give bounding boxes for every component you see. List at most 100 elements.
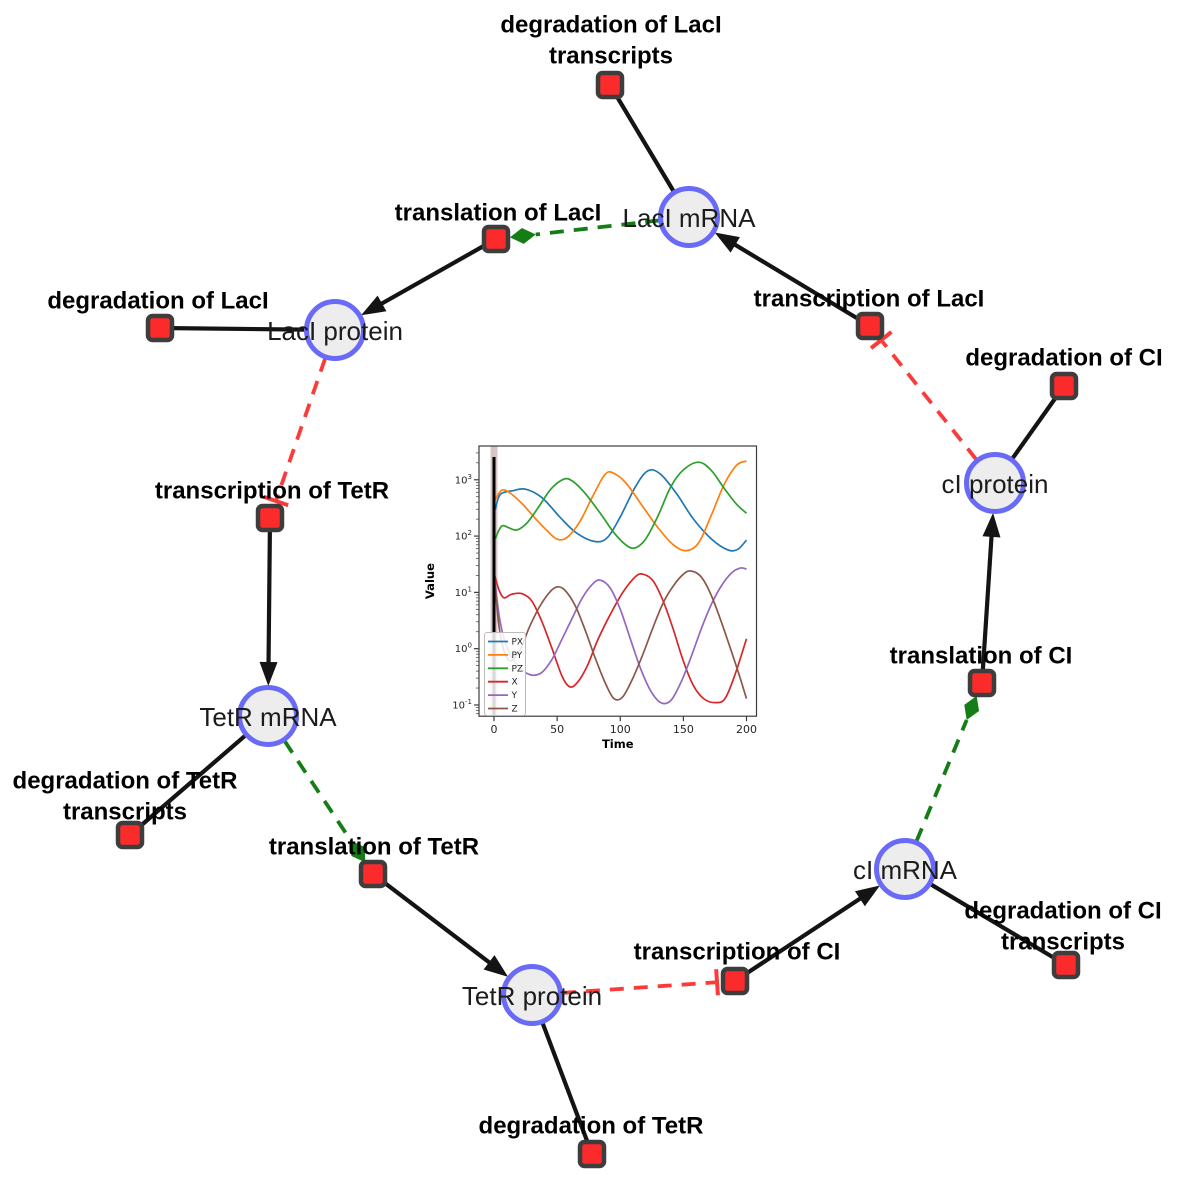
edge-cI_protein-to-transcription_lacI	[880, 340, 978, 461]
edge-transcription_cI-to-cI_mRNA	[733, 891, 870, 983]
reaction-node-deg_lacI_transcripts[interactable]	[595, 70, 625, 100]
reaction-label-deg_cI_transcripts-line1: transcripts	[1001, 929, 1125, 956]
reaction-label-translation_cI-line0: translation of CI	[890, 643, 1073, 670]
edge-translation_tetR-to-tetR_protein-arrowhead	[483, 955, 509, 977]
edge-translation_lacI-to-lacI_protein	[372, 237, 498, 311]
edge-tetR_mRNA-to-translation_tetR-diamond	[350, 840, 366, 863]
legend-label-X: X	[512, 678, 518, 688]
edge-cI_mRNA-to-deg_cI_transcripts	[929, 882, 1068, 967]
edge-transcription_tetR-to-tetR_mRNA	[266, 517, 273, 673]
edge-tetR_mRNA-to-translation_tetR	[283, 739, 353, 842]
species-label-cI_protein: cI protein	[942, 469, 1049, 499]
reaction-label-deg_cI-line0: degradation of CI	[965, 345, 1162, 372]
reaction-label-transcription_tetR-line0: transcription of TetR	[155, 478, 389, 505]
species-label-tetR_protein: TetR protein	[462, 981, 602, 1011]
series-line-PY	[494, 460, 747, 552]
edge-transcription_cI-to-cI_mRNA-arrowhead	[854, 885, 880, 907]
y-tick-label: 101	[455, 585, 472, 599]
species-node-cI_mRNA[interactable]	[874, 838, 936, 900]
reaction-label-transcription_lacI-line0: transcription of LacI	[754, 286, 985, 313]
edge-lacI_mRNA-to-translation_lacI-diamond	[509, 227, 536, 244]
legend-label-PX: PX	[512, 638, 524, 648]
species-node-lacI_mRNA[interactable]	[658, 186, 720, 248]
edge-tetR_mRNA-to-deg_tetR_transcripts	[128, 734, 247, 837]
edge-tetR_protein-to-transcription_cI-tbar	[714, 969, 720, 996]
reaction-label-deg_tetR_transcripts-line1: transcripts	[63, 799, 187, 826]
chart-frame	[478, 445, 758, 717]
species-label-lacI_protein: LacI protein	[267, 316, 403, 346]
y-tick-label: 102	[455, 529, 472, 543]
legend-label-Z: Z	[512, 705, 518, 715]
reaction-label-deg_tetR-line0: degradation of TetR	[479, 1113, 704, 1140]
series-line-PX	[494, 468, 748, 552]
x-ticks: 0 50 100 150 200	[491, 716, 757, 736]
reaction-label-deg_lacI_transcripts-line1: transcripts	[549, 43, 673, 70]
species-node-lacI_protein[interactable]	[304, 299, 366, 361]
reaction-node-translation_cI[interactable]	[967, 668, 997, 698]
legend-label-Y: Y	[511, 691, 518, 701]
x-tick-label: 200	[736, 723, 757, 736]
edge-translation_tetR-to-tetR_protein	[371, 872, 499, 971]
reaction-node-translation_lacI[interactable]	[481, 224, 511, 254]
species-node-tetR_mRNA[interactable]	[237, 685, 299, 747]
species-label-tetR_mRNA: TetR mRNA	[199, 702, 337, 732]
reaction-label-deg_tetR_transcripts-line0: degradation of TetR	[13, 768, 238, 795]
species-node-cI_protein[interactable]	[964, 452, 1026, 514]
y-tick-label: 103	[455, 473, 472, 487]
y-tick-label: 10-1	[452, 698, 472, 712]
reaction-label-transcription_cI-line0: transcription of CI	[634, 939, 841, 966]
series-line-PZ	[494, 461, 748, 550]
edge-transcription_lacI-to-lacI_mRNA-arrowhead	[714, 232, 740, 253]
reaction-node-deg_cI[interactable]	[1049, 371, 1079, 401]
edge-cI_mRNA-to-translation_cI-diamond	[964, 695, 980, 720]
edge-lacI_protein-to-transcription_tetR-tbar	[262, 494, 289, 508]
nodes-layer	[115, 70, 1081, 1169]
species-label-cI_mRNA: cI mRNA	[853, 855, 958, 885]
edge-tetR_protein-to-transcription_cI	[561, 980, 716, 995]
edge-cI_protein-to-transcription_lacI-tbar	[869, 330, 893, 350]
reaction-node-transcription_tetR[interactable]	[255, 503, 285, 533]
y-axis-title: Value	[423, 563, 437, 599]
labels-layer: LacI mRNA LacI protein cI protein TetR mRNA…	[13, 12, 1163, 1140]
x-axis-title: Time	[602, 737, 634, 751]
reaction-node-transcription_cI[interactable]	[720, 966, 750, 996]
species-label-lacI_mRNA: LacI mRNA	[623, 203, 757, 233]
chart-legend: PX PY PZ XYZ	[484, 632, 526, 716]
edge-transcription_lacI-to-lacI_mRNA	[725, 237, 872, 328]
reaction-label-deg_lacI_transcripts-line0: degradation of LacI	[500, 12, 721, 39]
series-line-X	[493, 572, 748, 704]
edges-layer	[128, 83, 1068, 1155]
reaction-node-translation_tetR[interactable]	[358, 859, 388, 889]
y-ticks: 10-1 100 101 102 103	[452, 452, 479, 715]
reaction-node-transcription_lacI[interactable]	[855, 311, 885, 341]
edge-translation_cI-to-cI_protein-arrowhead	[982, 512, 1001, 538]
edge-tetR_protein-to-deg_tetR	[540, 1022, 594, 1155]
x-tick-label: 100	[610, 723, 631, 736]
reaction-node-deg_lacI[interactable]	[145, 313, 175, 343]
species-node-tetR_protein[interactable]	[501, 964, 563, 1026]
edge-lacI_protein-to-deg_lacI	[159, 325, 306, 332]
x-tick-label: 50	[550, 723, 564, 736]
reaction-node-deg_cI_transcripts[interactable]	[1051, 950, 1081, 980]
edge-translation_lacI-to-lacI_protein-arrowhead	[361, 295, 387, 316]
legend-label-PZ: PZ	[512, 664, 524, 674]
edge-lacI_protein-to-transcription_tetR	[274, 357, 327, 500]
edge-lacI_mRNA-to-translation_lacI	[535, 218, 660, 237]
reaction-label-deg_cI_transcripts-line0: degradation of CI	[964, 898, 1161, 925]
edge-lacI_mRNA-to-deg_lacI_transcripts	[608, 83, 676, 193]
series-line-Y	[493, 567, 747, 705]
edge-transcription_tetR-to-tetR_mRNA-arrowhead	[259, 661, 278, 687]
edge-cI_mRNA-to-translation_cI	[914, 719, 969, 843]
y-tick-label: 100	[455, 642, 472, 656]
reaction-label-deg_lacI-line0: degradation of LacI	[47, 288, 268, 315]
reaction-label-translation_lacI-line0: translation of LacI	[395, 200, 602, 227]
x-tick-label: 150	[673, 723, 694, 736]
edge-translation_cI-to-cI_protein	[979, 526, 995, 684]
legend-label-PY: PY	[512, 651, 523, 661]
reaction-node-deg_tetR[interactable]	[577, 1139, 607, 1169]
reaction-node-deg_tetR_transcripts[interactable]	[115, 820, 145, 850]
reaction-label-translation_tetR-line0: translation of TetR	[269, 834, 479, 861]
